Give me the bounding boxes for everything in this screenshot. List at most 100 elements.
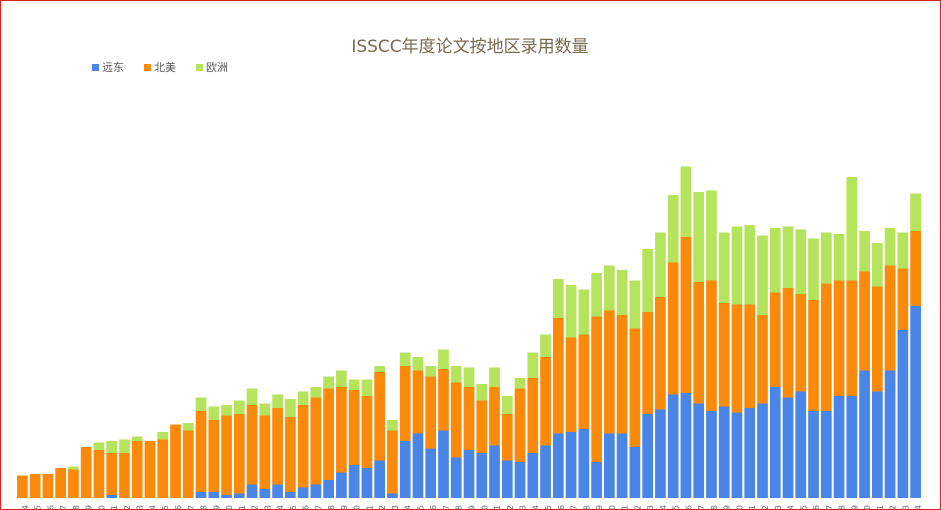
legend: 远东 北美 欧洲 [92, 61, 228, 74]
x-tick-label: 1983 [391, 505, 400, 510]
bar-segment [310, 397, 322, 485]
bar-segment [501, 414, 513, 461]
bar-segment [680, 237, 692, 393]
x-tick-label: 1979 [340, 505, 349, 510]
legend-swatch [144, 64, 151, 71]
bar-segment [233, 493, 245, 498]
x-tick-label: 1956 [46, 505, 55, 510]
bar-segment [119, 439, 130, 453]
bar-segment [540, 445, 551, 498]
legend-swatch [92, 64, 99, 71]
x-tick-label: 1957 [59, 505, 68, 510]
bar-segment [616, 433, 628, 498]
bar-segment [514, 388, 526, 462]
bar-segment [55, 468, 67, 498]
bar-segment [655, 232, 666, 297]
x-tick-label: 1986 [429, 505, 438, 510]
bar-segment [221, 495, 232, 498]
x-tick-label: 1954 [21, 505, 30, 510]
x-tick-label: 1997 [570, 505, 579, 510]
bar-segment [680, 166, 692, 237]
bar-segment [348, 465, 360, 498]
bar-segment [42, 474, 54, 498]
bar-segment [272, 394, 283, 408]
x-tick-label: 2023 [901, 505, 910, 510]
bar-segment [310, 387, 322, 398]
bar-segment [591, 462, 602, 498]
bar-segment [259, 415, 271, 489]
x-tick-label: 2012 [761, 505, 770, 510]
bar-segment [693, 282, 705, 404]
legend-label: 欧洲 [206, 61, 228, 74]
bar-segment [323, 376, 334, 389]
x-tick-label: 1992 [506, 505, 515, 510]
bar-segment [552, 279, 564, 318]
bar-segment [336, 370, 347, 387]
bar-segment [195, 492, 207, 498]
bar-segment [820, 411, 832, 498]
bar-segment [425, 448, 437, 498]
bar-segment [463, 450, 475, 498]
x-tick-label: 2014 [787, 505, 796, 510]
bar-segment [578, 429, 590, 498]
bar-segment [616, 270, 628, 315]
x-tick-label: 2006 [684, 505, 693, 510]
bar-segment [629, 328, 641, 447]
bar-segment [552, 433, 564, 498]
bar-segment [604, 433, 615, 498]
bar-segment [591, 273, 602, 317]
x-tick-label: 2002 [633, 505, 642, 510]
x-tick-label: 2015 [799, 505, 808, 510]
bar-segment [323, 480, 334, 498]
bar-segment [361, 396, 373, 468]
bar-segment [680, 393, 692, 498]
bar-segment [642, 312, 654, 414]
legend-label: 北美 [154, 61, 176, 74]
bar-segment [157, 432, 169, 440]
bar-segment [450, 382, 462, 458]
bar-segment [514, 378, 526, 389]
bar-segment [706, 280, 717, 411]
bar-segment [348, 390, 360, 465]
bar-segment [208, 406, 220, 420]
x-tick-label: 1955 [34, 505, 43, 510]
bar-segment [412, 370, 424, 434]
bar-segment [17, 475, 28, 498]
x-tick-label: 1975 [289, 505, 298, 510]
bar-segment [744, 408, 756, 498]
bar-segment [667, 394, 679, 498]
bar-segment [527, 352, 539, 378]
x-tick-label: 1967 [187, 505, 196, 510]
bar-segment [846, 177, 858, 281]
x-tick-label: 1965 [161, 505, 170, 510]
bar-segment [718, 303, 730, 407]
bar-segment [93, 442, 105, 450]
x-tick-label: 1966 [174, 505, 183, 510]
x-tick-label: 2005 [672, 505, 681, 510]
bar-segment [527, 378, 539, 453]
bar-segment [871, 391, 883, 498]
x-tick-label: 1991 [493, 505, 502, 510]
bar-segment [182, 423, 194, 431]
bar-segment [259, 489, 271, 498]
bar-segment [80, 447, 92, 498]
x-tick-label: 1962 [123, 505, 132, 510]
x-tick-label: 1960 [97, 505, 106, 510]
bar-segment [833, 280, 845, 396]
x-tick-label: 2018 [838, 505, 847, 510]
bar-segment [527, 453, 539, 498]
x-tick-label: 1958 [72, 505, 81, 510]
bar-segment [450, 366, 462, 383]
bar-segment [131, 436, 143, 441]
x-tick-label: 2022 [889, 505, 898, 510]
x-tick-label: 2009 [723, 505, 732, 510]
x-tick-label: 1985 [416, 505, 425, 510]
x-tick-label: 2001 [621, 505, 630, 510]
bar-segment [884, 265, 896, 371]
bar-segment [846, 280, 858, 396]
bar-segment [476, 384, 488, 401]
bar-segment [246, 388, 258, 405]
x-tick-label: 2021 [876, 505, 885, 510]
bar-segment [106, 495, 118, 498]
x-tick-label: 1961 [110, 505, 119, 510]
